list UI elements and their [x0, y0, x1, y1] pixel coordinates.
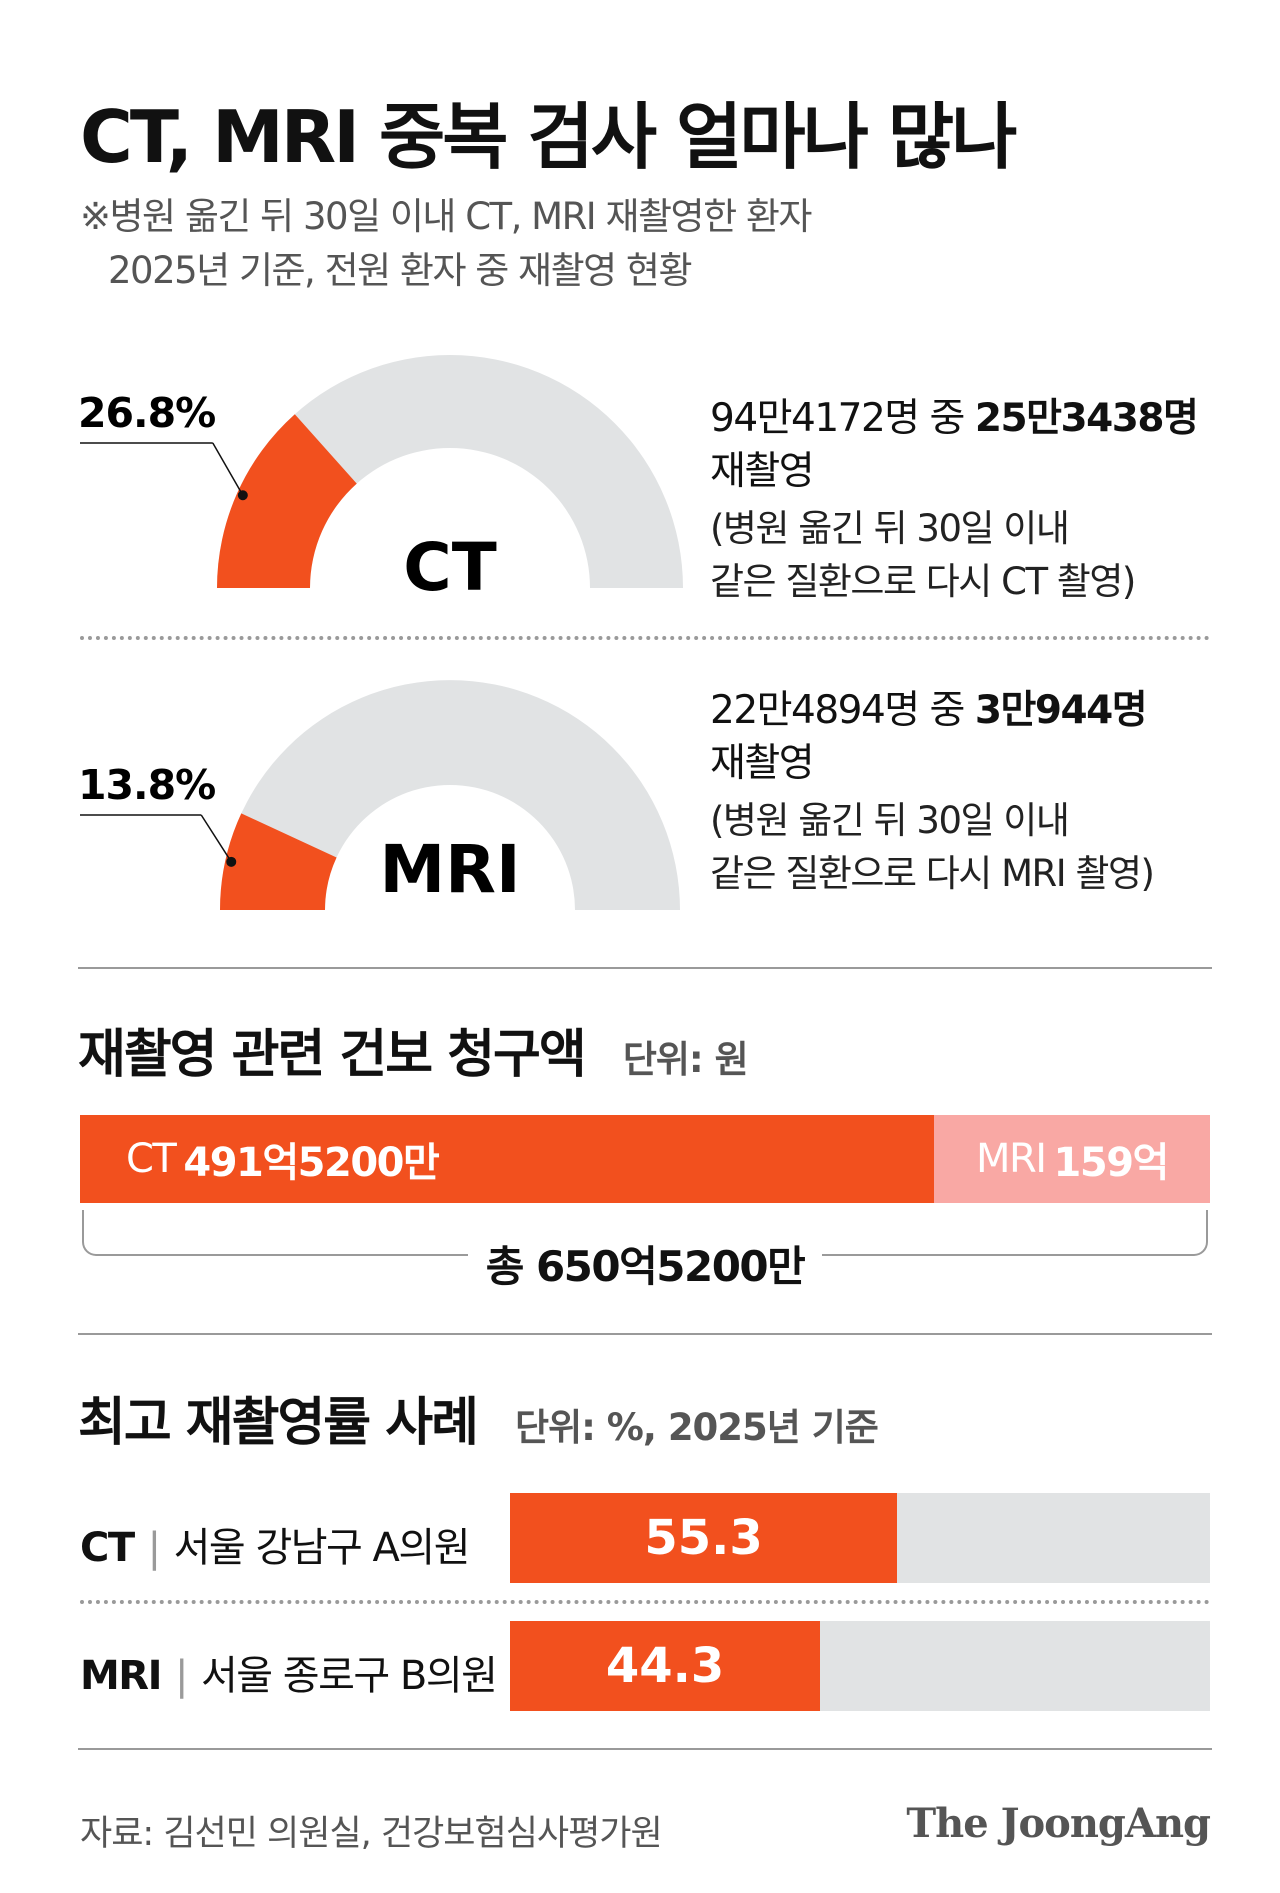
- mri-gauge-dot: [226, 856, 237, 867]
- ct-gauge-track: [217, 355, 683, 588]
- cases-divider: [80, 1600, 1210, 1604]
- mri-gauge-fill: [220, 813, 337, 910]
- case-ct-value: 55.3: [644, 1510, 763, 1566]
- claims-bar: CT 491억5200만 MRI 159억: [80, 1115, 1210, 1203]
- ct-desc-retake: 재촬영: [710, 449, 815, 494]
- cases-title: 최고 재촬영률 사례 단위: %, 2025년 기준: [78, 1380, 879, 1455]
- brand-logo: The JoongAng: [906, 1800, 1211, 1847]
- subtitle-line-2: 2025년 기준, 전원 환자 중 재촬영 현황: [108, 249, 693, 292]
- section-divider-2: [78, 1333, 1212, 1335]
- mri-gauge-track: [220, 680, 680, 910]
- claims-title: 재촬영 관련 건보 청구액 단위: 원: [78, 1012, 749, 1087]
- case-ct-place: 서울 강남구 A의원: [173, 1525, 471, 1571]
- case-mri-place: 서울 종로구 B의원: [200, 1653, 498, 1699]
- ct-desc-count: 25만3438명: [974, 396, 1199, 441]
- mri-note-line-1: (병원 옮긴 뒤 30일 이내: [710, 799, 1070, 842]
- case-mri-separator: |: [175, 1653, 188, 1699]
- mri-gauge: 13.8% MRI: [78, 680, 680, 910]
- claims-segment-mri: MRI 159억: [933, 1115, 1210, 1203]
- case-ct-modality: CT: [80, 1525, 135, 1571]
- case-ct-separator: |: [147, 1525, 161, 1571]
- mri-description: 22만4894명 중 3만944명 재촬영 (병원 옮긴 뒤 30일 이내 같은…: [710, 684, 1155, 900]
- mri-desc-count: 3만944명: [974, 688, 1148, 733]
- ct-gauge: 26.8% CT: [78, 355, 683, 606]
- section-divider-1: [78, 967, 1212, 969]
- case-row-ct-label: CT | 서울 강남구 A의원: [80, 1515, 471, 1573]
- source-note: 자료: 김선민 의원실, 건강보험심사평가원: [80, 1814, 663, 1854]
- case-mri-track: 44.3: [510, 1621, 1210, 1711]
- claims-ct-value: 491억5200만: [183, 1140, 439, 1186]
- subtitle: ※병원 옮긴 뒤 30일 이내 CT, MRI 재촬영한 환자 2025년 기준…: [80, 190, 812, 298]
- claims-unit: 단위: 원: [622, 1038, 749, 1081]
- subtitle-line-1: ※병원 옮긴 뒤 30일 이내 CT, MRI 재촬영한 환자: [80, 195, 812, 238]
- ct-note-line-2: 같은 질환으로 다시 CT 촬영): [710, 560, 1136, 603]
- ct-gauge-percent: 26.8%: [78, 389, 215, 437]
- mri-gauge-percent: 13.8%: [78, 761, 215, 809]
- mri-gauge-label: MRI: [379, 831, 520, 908]
- claims-total: 총 650억5200만: [0, 1233, 1280, 1294]
- cases-title-text: 최고 재촬영률 사례: [78, 1393, 479, 1453]
- ct-note-line-1: (병원 옮긴 뒤 30일 이내: [710, 507, 1070, 550]
- ct-desc-total: 94만4172명 중: [710, 396, 975, 441]
- cases-unit: 단위: %, 2025년 기준: [515, 1406, 879, 1449]
- mri-desc-retake: 재촬영: [710, 741, 815, 786]
- mri-gauge-leader: [200, 814, 232, 863]
- mri-note-line-2: 같은 질환으로 다시 MRI 촬영): [710, 852, 1155, 895]
- claims-ct-name: CT: [126, 1136, 177, 1182]
- mri-desc-total: 22만4894명 중: [710, 688, 975, 733]
- ct-gauge-label: CT: [403, 529, 496, 606]
- case-mri-modality: MRI: [80, 1653, 163, 1699]
- claims-mri-name: MRI: [975, 1136, 1047, 1182]
- claims-title-text: 재촬영 관련 건보 청구액: [78, 1025, 587, 1085]
- case-ct-track: 55.3: [510, 1493, 1210, 1583]
- ct-description: 94만4172명 중 25만3438명 재촬영 (병원 옮긴 뒤 30일 이내 …: [710, 392, 1199, 608]
- case-mri-value: 44.3: [605, 1638, 725, 1694]
- claims-segment-ct: CT 491억5200만: [80, 1115, 934, 1203]
- ct-gauge-fill: [217, 414, 357, 588]
- claims-total-text: 총 650억5200만: [467, 1242, 823, 1291]
- gauge-divider: [80, 636, 1210, 640]
- ct-gauge-leader: [212, 442, 244, 496]
- case-ct-bar: 55.3: [510, 1493, 898, 1583]
- case-row-mri-label: MRI | 서울 종로구 B의원: [80, 1643, 498, 1701]
- section-divider-3: [78, 1748, 1212, 1750]
- ct-gauge-dot: [237, 490, 248, 501]
- page-title: CT, MRI 중복 검사 얼마나 많나: [80, 95, 1017, 179]
- case-mri-bar: 44.3: [510, 1621, 821, 1711]
- claims-mri-value: 159억: [1053, 1140, 1170, 1186]
